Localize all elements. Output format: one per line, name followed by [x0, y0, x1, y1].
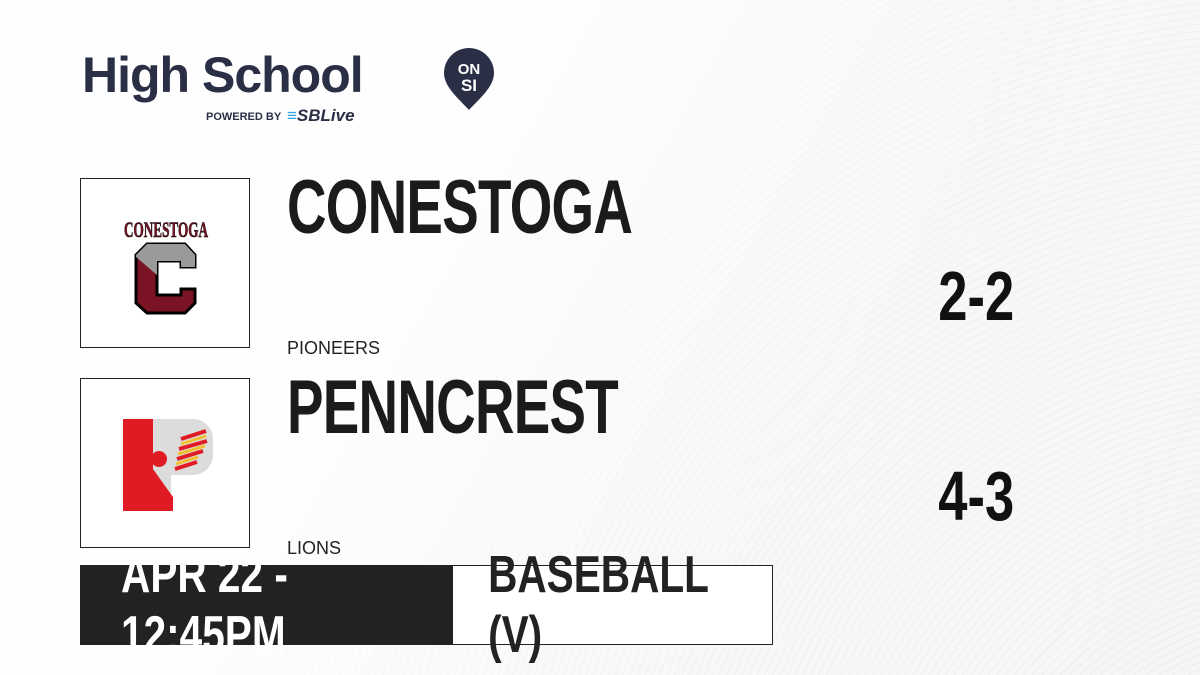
team-score-away: 4-3 [938, 457, 1014, 535]
sblive-logo: ≡SBLive [287, 106, 355, 125]
team-name-away: PENNCREST [287, 365, 619, 450]
team-score-home: 2-2 [938, 257, 1014, 335]
partner-name: SBLive [296, 106, 355, 125]
on-si-pin-icon: ON SI [444, 48, 494, 110]
game-datetime: APR 22 - 12:45PM [80, 546, 453, 664]
team-mascot-away: LIONS [287, 538, 342, 558]
powered-by: POWERED BY [206, 111, 282, 123]
team-name-home: CONESTOGA [287, 165, 633, 250]
team-logo-penncrest [80, 378, 250, 548]
game-sport: BASEBALL (V) [452, 546, 773, 664]
badge-top: ON [458, 61, 481, 78]
team-logo-conestoga: CONESTOGA [80, 178, 250, 348]
logo-text: CONESTOGA [124, 218, 208, 242]
brand-title: High School [82, 47, 364, 103]
badge-bottom: SI [461, 76, 477, 95]
team-mascot-home: PIONEERS [287, 338, 381, 358]
